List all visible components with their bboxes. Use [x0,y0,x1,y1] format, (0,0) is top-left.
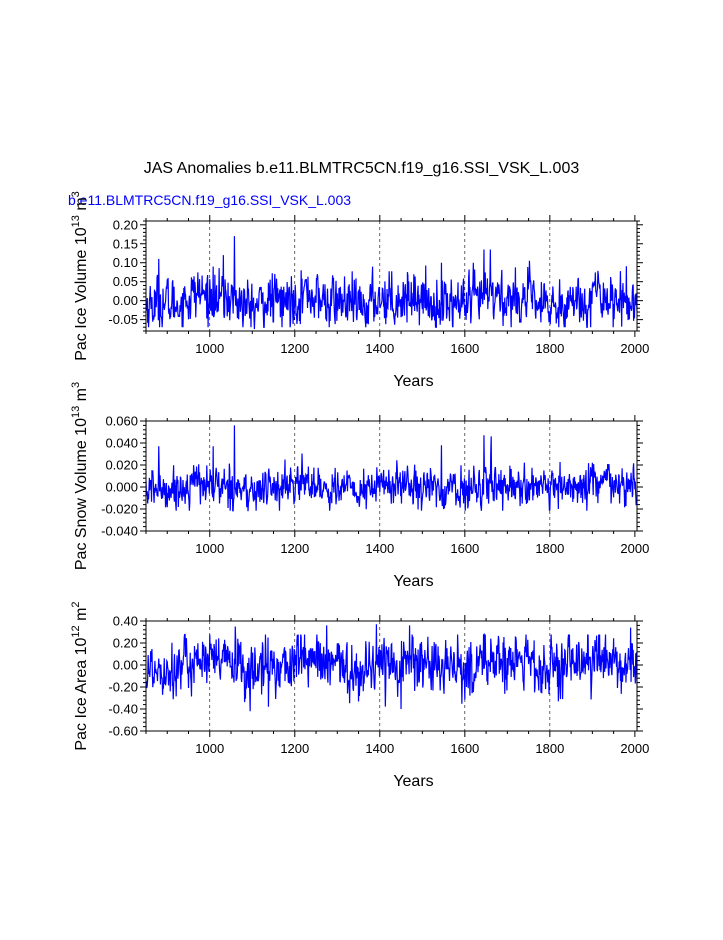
y-tick-label: 0.020 [105,458,138,473]
y-tick-label: 0.00 [113,293,138,308]
chart-panels: 1000 1200 1400 1600 1800 2000 -0.05 0.00 0.05 0.1… [70,191,649,790]
x-tick-label: 1400 [365,341,394,356]
y-axis-label: Pac Snow Volume 1013 m3 [70,382,90,570]
y-tick-label: -0.60 [108,724,138,739]
y-tick-label: 0.060 [105,414,138,429]
y-tick-label: -0.05 [108,312,138,327]
chart-main-title: JAS Anomalies b.e11.BLMTRC5CN.f19_g16.SS… [144,160,580,177]
y-tick-label: 0.20 [113,636,138,651]
chart-panel-pac-ice-area: 1000 1200 1400 1600 1800 2000 -0.60 -0.40 -0.20 0… [70,601,649,790]
x-axis-label: Years [393,573,433,590]
x-tick-label: 1800 [535,741,564,756]
run-label: b.e11.BLMTRC5CN.f19_g16.SSI_VSK_L.003 [68,192,351,208]
y-axis-label-exponent: 12 [70,625,82,637]
x-tick-label: 2000 [620,741,649,756]
y-axis-label: Pac Ice Area 1012 m2 [70,601,90,750]
x-tick-label: 1200 [280,341,309,356]
chart-panel-pac-ice-volume: 1000 1200 1400 1600 1800 2000 -0.05 0.00 0.05 0.1… [70,191,649,390]
y-axis-label-main: Pac Ice Volume 10 [73,227,90,361]
x-tick-label: 1000 [195,341,224,356]
x-tick-label: 1400 [365,741,394,756]
y-axis-label-unit: m [73,197,90,215]
y-axis-label: Pac Ice Volume 1013 m3 [70,191,90,361]
plot-frame [145,420,638,532]
series-line-pac-ice-area [146,624,637,712]
x-tick-label: 1200 [280,741,309,756]
y-tick-label: -0.020 [101,502,138,517]
y-tick-label: 0.05 [113,274,138,289]
y-axis-label-main: Pac Snow Volume 10 [73,418,90,570]
x-axis-label: Years [393,773,433,790]
x-tick-label: 1800 [535,341,564,356]
y-tick-label: -0.40 [108,702,138,717]
x-tick-label: 2000 [620,341,649,356]
y-tick-label: 0.20 [113,217,138,232]
series-line-pac-ice-volume [146,236,637,330]
y-axis-label-unit-exponent: 3 [70,191,82,197]
y-tick-label: 0.40 [113,614,138,629]
x-tick-label: 1000 [195,541,224,556]
x-tick-label: 1600 [450,341,479,356]
y-tick-label: 0.040 [105,436,138,451]
y-axis-label-exponent: 13 [70,215,82,227]
y-axis-label-unit: m [73,608,90,626]
plot-frame [145,620,638,732]
x-tick-label: 1600 [450,541,479,556]
y-tick-label: 0.10 [113,255,138,270]
y-axis-label-main: Pac Ice Area 10 [73,638,90,751]
plot-frame [145,220,638,332]
y-axis-label-exponent: 13 [70,406,82,418]
x-tick-label: 2000 [620,541,649,556]
x-tick-label: 1000 [195,741,224,756]
y-tick-label: -0.040 [101,524,138,539]
y-axis-label-unit-exponent: 3 [70,382,82,388]
series-line-pac-snow-volume [146,425,637,512]
y-axis-label-unit-exponent: 2 [70,601,82,607]
y-axis-label-unit: m [73,388,90,406]
x-tick-label: 1200 [280,541,309,556]
y-tick-label: 0.15 [113,236,138,251]
x-tick-label: 1600 [450,741,479,756]
y-tick-label: -0.20 [108,680,138,695]
x-tick-label: 1400 [365,541,394,556]
y-tick-label: 0.000 [105,480,138,495]
x-tick-label: 1800 [535,541,564,556]
chart-panel-pac-snow-volume: 1000 1200 1400 1600 1800 2000 -0.040 -0.020 0.00… [70,382,649,590]
y-tick-label: 0.00 [113,658,138,673]
x-axis-label: Years [393,373,433,390]
